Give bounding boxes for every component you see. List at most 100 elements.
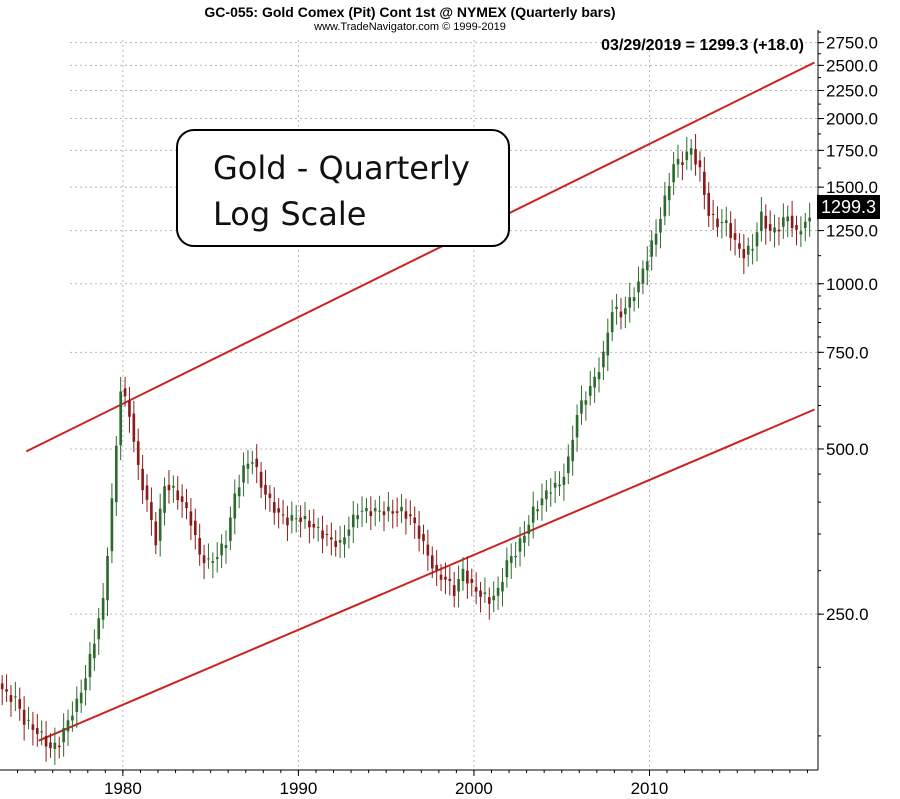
candle-body: [395, 511, 399, 513]
candle-body: [404, 511, 408, 519]
candle-body: [106, 555, 109, 601]
candle-body: [685, 151, 689, 161]
candle-body: [242, 465, 245, 483]
candle-body: [207, 558, 210, 560]
candle-body: [553, 482, 557, 488]
candle-body: [782, 217, 785, 227]
candle-body: [474, 587, 478, 592]
candle-body: [167, 484, 171, 491]
candle-body: [277, 508, 280, 513]
y-tick-label: 1500.0: [826, 178, 878, 197]
candle-body: [566, 456, 570, 474]
y-tick-label: 1750.0: [826, 141, 878, 160]
candle-body: [281, 514, 285, 516]
candle-body: [71, 715, 74, 721]
candle-body: [185, 502, 188, 509]
y-tick-label: 2500.0: [826, 56, 878, 75]
last-quote: 03/29/2019 = 1299.3 (+18.0): [601, 37, 804, 54]
candle-body: [400, 506, 403, 512]
candle-body: [220, 543, 223, 556]
candle-body: [659, 218, 662, 233]
candle-body: [356, 515, 359, 520]
candle-body: [378, 510, 381, 512]
candle-body: [808, 217, 811, 222]
candle-body: [803, 221, 807, 228]
candle-body: [224, 545, 228, 549]
y-tick-label: 500.0: [826, 440, 869, 459]
candle-body: [632, 297, 636, 302]
candle-body: [264, 484, 267, 495]
y-tick-label: 1000.0: [826, 275, 878, 294]
candle-body: [409, 514, 412, 517]
candle-body: [163, 486, 166, 513]
candle-body: [373, 508, 377, 512]
candle-body: [97, 618, 101, 640]
candle-body: [189, 511, 193, 526]
candle-body: [79, 692, 83, 704]
candle-body: [31, 724, 35, 730]
candle-body: [479, 590, 482, 597]
y-tick-label: 1250.0: [826, 222, 878, 241]
candle-body: [799, 231, 803, 235]
candle-body: [492, 595, 496, 601]
candle-body: [545, 490, 548, 500]
candle-body: [466, 570, 469, 584]
candle-body: [448, 578, 452, 582]
candle-body: [387, 506, 390, 512]
candle-body: [729, 223, 732, 238]
candle-body: [422, 533, 425, 541]
candle-body: [321, 530, 324, 539]
candle-body: [272, 502, 276, 513]
candle-body: [505, 560, 509, 578]
y-tick-label: 750.0: [826, 343, 869, 362]
candle-body: [795, 225, 798, 230]
candle-body: [452, 585, 456, 597]
candle-body: [760, 211, 763, 232]
candle-body: [584, 400, 588, 405]
candle-body: [417, 525, 421, 539]
candle-body: [229, 517, 232, 541]
candle-body: [768, 224, 772, 231]
candle-body: [698, 160, 702, 168]
candle-body: [615, 306, 618, 309]
candle-body: [645, 261, 649, 271]
candle-body: [35, 728, 39, 735]
candle-body: [667, 186, 671, 201]
candle-body: [501, 581, 504, 592]
candle-body: [430, 555, 434, 569]
candle-body: [114, 445, 118, 503]
candle-body: [215, 557, 219, 560]
candle-body: [624, 308, 627, 315]
candle-body: [308, 520, 311, 528]
candle-body: [755, 232, 759, 247]
candle-body: [84, 678, 87, 691]
candle-body: [22, 709, 26, 725]
candle-body: [562, 476, 566, 485]
candle-body: [141, 468, 144, 491]
candle-body: [66, 720, 70, 732]
candle-body: [435, 565, 438, 570]
trendlines: [25, 61, 815, 742]
candle-body: [487, 597, 491, 604]
candle-body: [733, 233, 737, 240]
candle-body: [496, 587, 500, 596]
annotation-line-2: Log Scale: [213, 195, 367, 233]
candle-body: [672, 164, 675, 183]
candle-body: [294, 518, 298, 520]
candle-body: [738, 243, 741, 249]
candle-body: [316, 526, 320, 528]
candles: [0, 134, 811, 765]
candle-body: [509, 556, 513, 563]
candle-body: [251, 462, 254, 464]
candle-body: [0, 683, 4, 690]
y-tick-label: 2750.0: [826, 34, 878, 53]
candle-body: [461, 568, 465, 582]
x-tick-label: 1980: [104, 779, 142, 798]
chart-title: GC-055: Gold Comex (Pit) Cont 1st @ NYME…: [204, 4, 616, 20]
candle-body: [360, 510, 364, 512]
candle-body: [514, 555, 517, 558]
candle-body: [14, 696, 17, 698]
candle-body: [211, 561, 215, 563]
candle-body: [9, 695, 13, 702]
